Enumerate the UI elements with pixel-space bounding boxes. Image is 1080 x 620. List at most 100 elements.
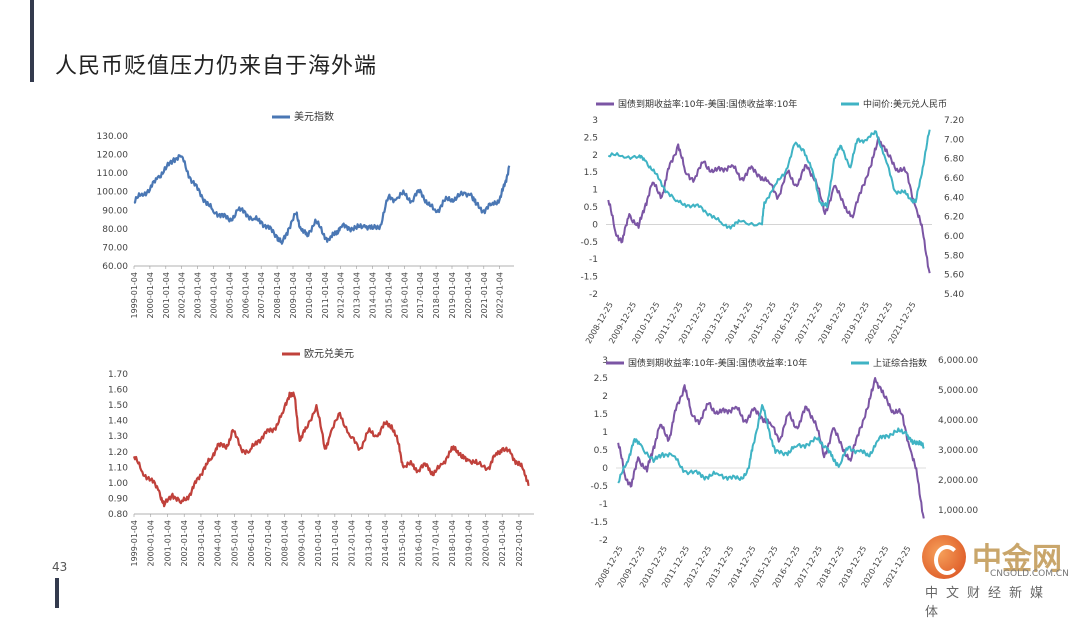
y-left-tick-label: -0.5 xyxy=(590,482,608,492)
legend-label: 中间价:美元兑人民币 xyxy=(863,98,947,110)
x-tick-label: 2015-01-04 xyxy=(398,520,407,567)
y-left-tick-label: 1.5 xyxy=(584,168,598,178)
x-tick-label: 2016-01-04 xyxy=(415,520,424,567)
logo-icon xyxy=(922,535,966,579)
x-tick-label: 2007-01-04 xyxy=(257,272,266,319)
y-tick-label: 1.60 xyxy=(108,386,128,396)
x-tick-label: 2019-01-04 xyxy=(448,272,457,319)
y-tick-label: 1.00 xyxy=(108,479,128,489)
y-right-tick-label: 5.40 xyxy=(944,290,964,300)
x-tick-label: 2022-01-04 xyxy=(496,272,505,319)
y-left-tick-label: -1.5 xyxy=(580,273,598,283)
chart-eurusd: 0.80 0.90 1.00 1.10 1.20 1.30 1.40 1.50 1.60 1.70… xyxy=(108,347,534,567)
x-tick-label: 2021-01-04 xyxy=(480,272,489,319)
x-tick-label: 2003-01-04 xyxy=(194,272,203,319)
chart-spread-vs-shanghai: -2 -1.5 -1 -0.5 0 0.5 1 1.5 2 2.5 3 1,000.00 2,000.0… xyxy=(590,356,978,589)
x-tick-label: 2002-01-04 xyxy=(180,520,189,567)
y-tick-label: 60.00 xyxy=(102,262,128,272)
y-left-tick-label: 2 xyxy=(592,151,598,161)
y-right-tick-label: 5.80 xyxy=(944,251,964,261)
y-right-tick-label: 1,000.00 xyxy=(938,506,978,516)
x-tick-label: 2014-01-04 xyxy=(368,272,377,319)
x-tick-label: 2004-01-04 xyxy=(214,520,223,567)
y-tick-label: 70.00 xyxy=(102,243,128,253)
x-tick-label: 2005-01-04 xyxy=(225,272,234,319)
x-tick-label: 2004-01-04 xyxy=(209,272,218,319)
y-tick-label: 0.90 xyxy=(108,494,128,504)
x-tick-label: 2011-01-04 xyxy=(331,520,340,567)
x-tick-label: 2001-01-04 xyxy=(163,520,172,567)
y-right-tick-label: 6.00 xyxy=(944,232,964,242)
y-left-tick-label: 2.5 xyxy=(594,374,608,384)
x-tick-label: 2003-01-04 xyxy=(197,520,206,567)
slide-title: 人民币贬值压力仍来自于海外端 xyxy=(55,54,378,79)
x-tick-label: 2020-01-04 xyxy=(464,272,473,319)
y-left-tick-label: -2 xyxy=(589,290,598,300)
x-tick-label: 2016-01-04 xyxy=(400,272,409,319)
x-tick-label: 2008-01-04 xyxy=(281,520,290,567)
y-tick-label: 1.70 xyxy=(108,370,128,380)
x-tick-label: 2009-01-04 xyxy=(297,520,306,567)
y-left-tick-label: -0.5 xyxy=(580,238,598,248)
y-tick-label: 130.00 xyxy=(97,132,129,142)
series-line xyxy=(617,377,925,519)
x-tick-label: 2018-01-04 xyxy=(432,272,441,319)
legend-label: 国债到期收益率:10年-美国:国债收益率:10年 xyxy=(628,357,807,369)
logo-name: 中金网 xyxy=(972,542,1062,577)
y-right-tick-label: 5.60 xyxy=(944,271,964,281)
x-tick-label: 2005-01-04 xyxy=(230,520,239,567)
x-tick-label: 2015-01-04 xyxy=(384,272,393,319)
chart-spread-vs-usdcny: -2 -1.5 -1 -0.5 0 0.5 1 1.5 2 2.5 3 5.40 5.60 5.80 6.0… xyxy=(580,98,964,345)
y-left-tick-label: 0 xyxy=(602,464,608,474)
logo-subtitle: 中文财经新媒体 xyxy=(925,586,1052,620)
y-tick-label: 120.00 xyxy=(97,151,129,161)
accent-bar-bottom xyxy=(55,578,59,608)
legend-label: 国债到期收益率:10年-美国:国债收益率:10年 xyxy=(618,98,797,110)
x-tick-label: 2013-01-04 xyxy=(364,520,373,567)
accent-bar-top xyxy=(30,0,34,82)
x-tick-label: 2018-01-04 xyxy=(448,520,457,567)
y-left-tick-label: -1 xyxy=(589,255,598,265)
y-right-tick-label: 7.20 xyxy=(944,116,964,126)
y-tick-label: 1.50 xyxy=(108,401,128,411)
y-left-tick-label: -2 xyxy=(599,536,608,546)
y-right-tick-label: 5,000.00 xyxy=(938,386,978,396)
y-left-tick-label: 3 xyxy=(592,116,598,126)
x-tick-label: 2006-01-04 xyxy=(247,520,256,567)
y-tick-label: 1.40 xyxy=(108,417,128,427)
y-tick-label: 110.00 xyxy=(97,169,129,179)
y-left-tick-label: 1.5 xyxy=(594,410,608,420)
x-tick-label: 2008-01-04 xyxy=(273,272,282,319)
x-tick-label: 2012-01-04 xyxy=(348,520,357,567)
x-tick-label: 2017-01-04 xyxy=(431,520,440,567)
y-tick-label: 1.10 xyxy=(108,463,128,473)
series-line xyxy=(607,129,931,230)
y-left-tick-label: -1 xyxy=(599,500,608,510)
x-tick-label: 2006-01-04 xyxy=(241,272,250,319)
y-right-tick-label: 6.60 xyxy=(944,174,964,184)
x-tick-label: 2022-01-04 xyxy=(515,520,524,567)
y-right-tick-label: 7.00 xyxy=(944,135,964,145)
x-tick-label: 2009-01-04 xyxy=(289,272,298,319)
series-line xyxy=(607,136,931,274)
chart-usd-index: 60.00 70.00 80.00 90.00 100.00 110.00 120.00 13… xyxy=(97,110,514,319)
y-right-tick-label: 4,000.00 xyxy=(938,416,978,426)
x-tick-label: 2007-01-04 xyxy=(264,520,273,567)
y-left-tick-label: 1 xyxy=(602,428,608,438)
x-tick-label: 2019-01-04 xyxy=(465,520,474,567)
logo: 中金网 CNGOLD.COM.CN 中文财经新媒体 xyxy=(920,532,1070,620)
y-left-tick-label: 2.5 xyxy=(584,133,598,143)
x-tick-label: 2011-01-04 xyxy=(321,272,330,319)
y-left-tick-label: 0 xyxy=(592,220,598,230)
y-left-tick-label: 3 xyxy=(602,356,608,366)
y-right-tick-label: 6.40 xyxy=(944,193,964,203)
legend-label: 欧元兑美元 xyxy=(304,347,354,360)
y-tick-label: 1.30 xyxy=(108,432,128,442)
x-tick-label: 2013-01-04 xyxy=(353,272,362,319)
y-tick-label: 90.00 xyxy=(102,206,128,216)
x-tick-label: 2010-01-04 xyxy=(305,272,314,319)
logo-url: CNGOLD.COM.CN xyxy=(990,569,1069,579)
y-right-tick-label: 6,000.00 xyxy=(938,356,978,366)
series-line xyxy=(133,154,511,245)
x-tick-label: 1999-01-04 xyxy=(130,272,139,319)
